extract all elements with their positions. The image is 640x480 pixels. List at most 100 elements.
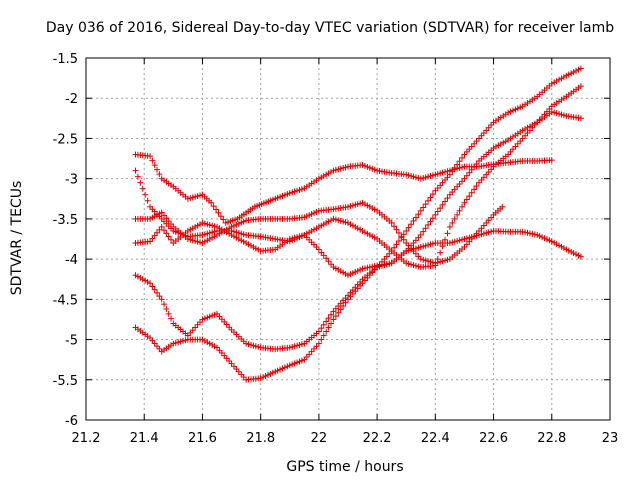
- x-axis-label: GPS time / hours: [286, 459, 403, 475]
- y-tick-label: -5: [65, 334, 78, 349]
- y-tick-label: -4.5: [53, 293, 78, 308]
- series-track-6: [132, 83, 584, 271]
- x-tick-labels: 21.2 21.4 21.6 21.8 22 22.2 22.4 22.6 22.8 23: [72, 431, 619, 446]
- y-axis-label: SDTVAR / TECUs: [9, 181, 25, 296]
- data-point: [168, 236, 175, 243]
- data-point: [158, 223, 165, 230]
- data-point: [451, 164, 458, 171]
- x-tick-label: 22.8: [537, 431, 566, 446]
- data-point: [395, 238, 402, 245]
- data-point: [577, 253, 584, 260]
- data-point: [422, 225, 429, 232]
- data-point: [412, 214, 419, 221]
- data-point: [165, 233, 172, 240]
- data-point: [548, 157, 555, 164]
- data-point: [459, 203, 466, 210]
- data-point: [165, 310, 172, 317]
- data-point: [163, 305, 170, 312]
- plot-frame: [85, 57, 611, 421]
- data-point: [156, 293, 163, 300]
- data-point: [340, 303, 347, 310]
- data-point: [318, 336, 325, 343]
- data-point: [425, 221, 432, 228]
- data-point: [318, 325, 325, 332]
- data-point: [323, 328, 330, 335]
- data-point: [151, 162, 158, 169]
- data-point: [320, 321, 327, 328]
- data-point: [149, 157, 156, 164]
- data-point: [473, 183, 480, 190]
- x-tick-label: 21.4: [130, 431, 159, 446]
- data-points: [132, 65, 584, 383]
- data-point: [442, 198, 449, 205]
- data-point: [168, 315, 175, 322]
- data-point: [158, 296, 165, 303]
- data-point: [449, 219, 456, 226]
- data-point: [456, 207, 463, 214]
- data-point: [410, 217, 417, 224]
- y-tick-label: -2: [65, 92, 78, 107]
- data-point: [449, 168, 456, 175]
- data-point: [432, 262, 439, 269]
- data-point: [427, 194, 434, 201]
- y-tick-label: -2.5: [53, 132, 78, 147]
- data-point: [439, 243, 446, 250]
- series-track-1: [132, 151, 555, 226]
- x-tick-label: 22.2: [363, 431, 392, 446]
- data-point: [408, 221, 415, 228]
- data-point: [420, 204, 427, 211]
- data-point: [149, 283, 156, 290]
- chart-title: Day 036 of 2016, Sidereal Day-to-day VTE…: [46, 20, 614, 36]
- data-point: [461, 199, 468, 206]
- data-point: [163, 230, 170, 237]
- data-point: [330, 316, 337, 323]
- data-point: [395, 229, 402, 236]
- data-point: [471, 186, 478, 193]
- data-point: [137, 179, 144, 186]
- data-point: [217, 213, 224, 220]
- data-point: [147, 153, 154, 160]
- data-point: [144, 197, 151, 204]
- x-tick-label: 23: [602, 431, 619, 446]
- x-tick-label: 21.2: [72, 431, 101, 446]
- data-point: [466, 193, 473, 200]
- data-point: [161, 301, 168, 308]
- data-point: [454, 211, 461, 218]
- data-point: [210, 203, 217, 210]
- data-point: [328, 311, 335, 318]
- data-point: [154, 289, 161, 296]
- data-point: [444, 230, 451, 237]
- data-point: [393, 226, 400, 233]
- data-point: [156, 171, 163, 178]
- data-point: [161, 227, 168, 234]
- data-point: [315, 340, 322, 347]
- data-point: [391, 223, 398, 230]
- data-point: [132, 167, 139, 174]
- data-point: [442, 236, 449, 243]
- x-tick-label: 21.8: [246, 431, 275, 446]
- y-tick-label: -5.5: [53, 374, 78, 389]
- data-point: [415, 211, 422, 218]
- data-point: [142, 191, 149, 198]
- data-point: [335, 309, 342, 316]
- data-point: [151, 286, 158, 293]
- data-point: [320, 332, 327, 339]
- data-point: [420, 228, 427, 235]
- axis-ticks: [85, 57, 611, 421]
- data-point: [213, 206, 220, 213]
- data-point: [328, 320, 335, 327]
- grid: [86, 58, 610, 420]
- data-point: [154, 166, 161, 173]
- data-point: [315, 328, 322, 335]
- data-point: [577, 115, 584, 122]
- y-tick-label: -3.5: [53, 213, 78, 228]
- data-point: [220, 216, 227, 223]
- data-point: [405, 224, 412, 231]
- data-point: [147, 280, 154, 287]
- y-tick-label: -4: [65, 253, 78, 268]
- data-point: [417, 231, 424, 238]
- data-point: [337, 306, 344, 313]
- data-point: [139, 185, 146, 192]
- data-point: [437, 249, 444, 256]
